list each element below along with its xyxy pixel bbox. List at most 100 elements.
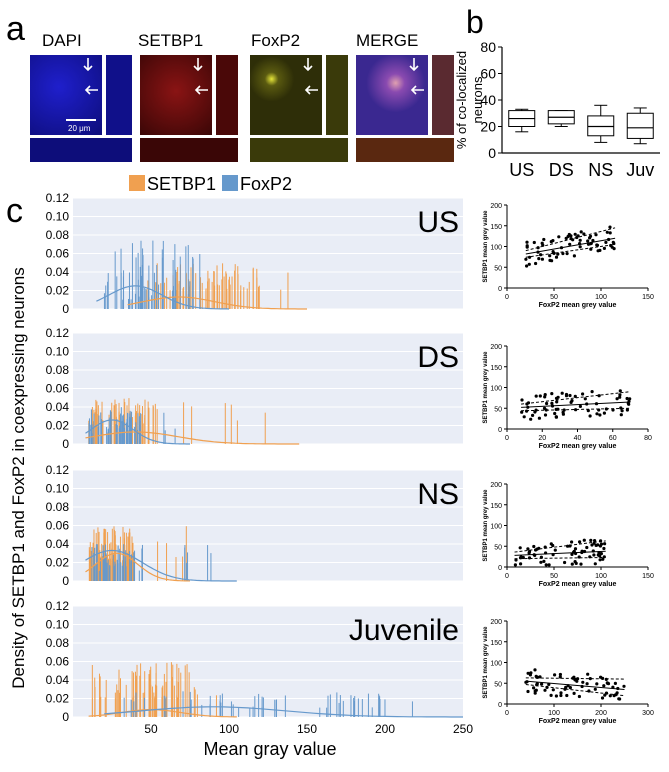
foxp2-density-curve — [85, 549, 237, 582]
scatter-point — [593, 687, 597, 691]
arrow-icons — [83, 58, 424, 95]
scatter-x-tick-label: 100 — [595, 573, 607, 580]
scatter-point — [600, 696, 605, 700]
scatter-y-tick-label: 50 — [494, 544, 502, 551]
scatter-point — [572, 691, 576, 696]
density-y-tick-label: 0.06 — [46, 382, 70, 396]
scatter-confidence-band-lower — [525, 683, 625, 697]
panel-label-c: c — [6, 192, 23, 230]
density-x-tick-label: 150 — [297, 722, 317, 736]
density-y-axis-label: Density of SETBP1 and FoxP2 in coexpress… — [9, 267, 28, 688]
density-x-tick-label: 200 — [375, 722, 395, 736]
density-y-tick-label: 0.02 — [46, 556, 70, 570]
density-y-tick-label: 0 — [62, 437, 69, 451]
scatter-point — [557, 235, 561, 239]
scatter-x-tick-label: 150 — [642, 294, 654, 301]
scatter-y-axis-label: SETBP1 mean grey value — [483, 489, 489, 562]
scatter-point — [611, 408, 615, 412]
density-panels: 0 0.02 0.04 0.06 0.08 0.10 0.12 US 0 0.02 0.04 0.06… — [46, 191, 474, 736]
scatter-y-tick-label: 100 — [490, 245, 502, 252]
scatter-y-tick-label: 0 — [498, 427, 502, 434]
setbp1-density-curve — [127, 296, 307, 310]
scatter-point — [595, 243, 599, 247]
scatter-x-tick-label: 60 — [609, 435, 617, 442]
scatter-point — [625, 408, 630, 412]
density-y-tick-label: 0.08 — [46, 636, 70, 650]
scatter-point — [525, 264, 529, 268]
scatter-point — [613, 681, 618, 686]
scatter-y-tick-label: 100 — [490, 661, 502, 668]
scatter-x-axis-label: FoxP2 mean grey value — [539, 443, 617, 450]
scatter-point — [572, 254, 577, 258]
density-y-tick-label: 0.08 — [46, 363, 70, 377]
scatter-point — [554, 407, 558, 411]
box-plot-y-axis-label: neurons — [470, 76, 485, 123]
scatter-fit-line — [514, 550, 606, 556]
density-y-tick-label: 0 — [62, 710, 69, 724]
box-plot-y-axis-label: % of co-localized — [454, 51, 469, 149]
merge-bottom-view — [356, 138, 454, 162]
scatter-point — [558, 672, 563, 677]
merge-side-view — [432, 55, 454, 135]
density-y-tick-label: 0.06 — [46, 247, 70, 261]
scatter-point — [570, 552, 574, 557]
scatter-point — [543, 413, 548, 417]
scatter-point — [558, 675, 562, 679]
scatter-point — [578, 238, 582, 242]
scatter-point — [533, 668, 537, 672]
scatter-point — [559, 691, 563, 695]
scatter-point — [544, 563, 548, 567]
scatter-y-tick-label: 200 — [490, 619, 502, 626]
scatter-point — [601, 557, 605, 561]
scatter-point — [519, 562, 523, 566]
scatter-point — [579, 562, 583, 566]
down-arrow-icon — [193, 58, 203, 72]
scatter-x-tick-label: 80 — [644, 435, 652, 442]
density-y-tick-label: 0.04 — [46, 537, 70, 551]
scatter-y-axis-label: SETBP1 mean grey value — [483, 351, 489, 424]
scatter-point — [570, 562, 574, 566]
scatter-y-tick-label: 50 — [494, 681, 502, 688]
scatter-point — [549, 693, 553, 698]
scatter-point — [565, 693, 569, 698]
scatter-point — [602, 546, 606, 551]
channel-title-setbp1: SETBP1 — [138, 31, 203, 50]
scatter-x-tick-label: 0 — [505, 294, 509, 301]
scatter-point — [608, 231, 612, 235]
density-y-tick-label: 0.02 — [46, 284, 70, 298]
density-y-tick-label: 0.06 — [46, 655, 70, 669]
left-arrow-icon — [84, 85, 98, 95]
scatter-confidence-band-upper — [525, 677, 625, 680]
scatter-y-tick-label: 50 — [494, 406, 502, 413]
scatter-confidence-band-lower — [514, 556, 606, 560]
scatter-point — [574, 408, 578, 412]
legend-label-foxp2: FoxP2 — [240, 174, 292, 194]
scatter-point — [589, 538, 593, 543]
scatter-x-axis-label: FoxP2 mean grey value — [539, 302, 617, 309]
scatter-point — [559, 693, 563, 698]
density-y-tick-label: 0.08 — [46, 500, 70, 514]
density-panel-title: US — [417, 206, 459, 239]
scatter-point — [528, 673, 533, 677]
scatter-point — [578, 540, 582, 544]
scatter-point — [539, 560, 543, 564]
box-plot-y-tick-label: 40 — [480, 92, 496, 108]
left-arrow-icon — [194, 85, 208, 95]
scatter-point — [589, 247, 593, 251]
scatter-point — [538, 394, 542, 398]
scatter-y-tick-label: 150 — [490, 365, 502, 372]
scatter-point — [573, 232, 577, 236]
scatter-point — [628, 397, 632, 401]
scatter-point — [563, 687, 567, 691]
scatter-point — [569, 400, 573, 404]
scatter-point — [579, 230, 583, 234]
scatter-point — [593, 562, 597, 566]
scatter-point — [576, 234, 580, 238]
scatter-point — [605, 230, 609, 234]
setbp1-density-curve — [85, 431, 300, 445]
scatter-point — [585, 682, 589, 686]
scatter-panel-3: 0 50 100 150 200 0 50 100 150 FoxP2 mean grey val… — [483, 482, 654, 588]
scatter-point — [588, 677, 592, 681]
scatter-point — [532, 240, 536, 245]
scatter-point — [605, 681, 610, 685]
